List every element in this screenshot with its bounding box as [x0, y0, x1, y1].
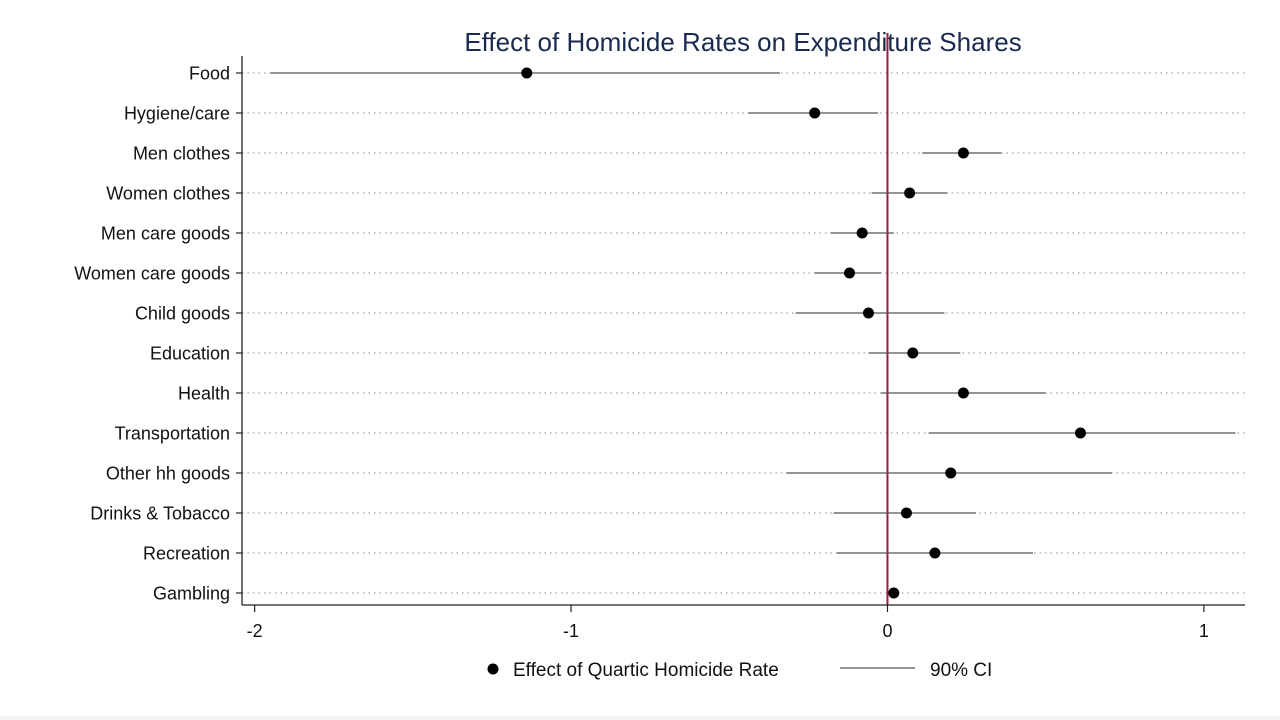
- legend-label-point: Effect of Quartic Homicide Rate: [513, 660, 779, 681]
- point-estimates: [521, 67, 1086, 599]
- category-label: Child goods: [135, 304, 230, 324]
- category-label: Education: [150, 344, 230, 364]
- x-tick-label: 0: [882, 621, 892, 641]
- point-estimate: [888, 587, 900, 599]
- category-label: Gambling: [153, 584, 230, 604]
- category-label: Transportation: [115, 424, 230, 444]
- point-estimate: [809, 107, 821, 119]
- x-tick-label: 1: [1199, 621, 1209, 641]
- point-estimate: [862, 307, 874, 319]
- point-estimate: [856, 227, 868, 239]
- point-estimate: [907, 347, 919, 359]
- bottom-strip: [0, 716, 1280, 720]
- category-label: Women clothes: [106, 184, 230, 204]
- point-estimate: [929, 547, 941, 559]
- category-label: Other hh goods: [106, 464, 230, 484]
- category-label: Drinks & Tobacco: [90, 504, 230, 524]
- point-estimate: [521, 67, 533, 79]
- x-tick-label: -1: [563, 621, 579, 641]
- category-label: Hygiene/care: [124, 104, 230, 124]
- x-tick-label: -2: [247, 621, 263, 641]
- legend-label-ci: 90% CI: [930, 660, 992, 681]
- point-estimate: [900, 507, 912, 519]
- axes: -2 -1 0 1: [236, 56, 1245, 641]
- point-estimate: [904, 187, 916, 199]
- point-estimate: [957, 147, 969, 159]
- ci-lines: [270, 72, 1236, 554]
- category-label: Recreation: [143, 544, 230, 564]
- point-estimate: [843, 267, 855, 279]
- chart-title: Effect of Homicide Rates on Expenditure …: [464, 27, 1021, 57]
- category-label: Men care goods: [101, 224, 230, 244]
- point-estimate: [1074, 427, 1086, 439]
- category-labels: Food Hygiene/care Men clothes Women clothes…: [74, 64, 230, 604]
- legend-point-marker: [487, 663, 499, 675]
- legend: Effect of Quartic Homicide Rate 90% CI: [487, 660, 992, 681]
- category-label: Women care goods: [74, 264, 230, 284]
- category-label: Food: [189, 64, 230, 84]
- category-label: Men clothes: [133, 144, 230, 164]
- gridlines: [242, 72, 1245, 594]
- category-label: Health: [178, 384, 230, 404]
- point-estimate: [957, 387, 969, 399]
- point-estimate: [945, 467, 957, 479]
